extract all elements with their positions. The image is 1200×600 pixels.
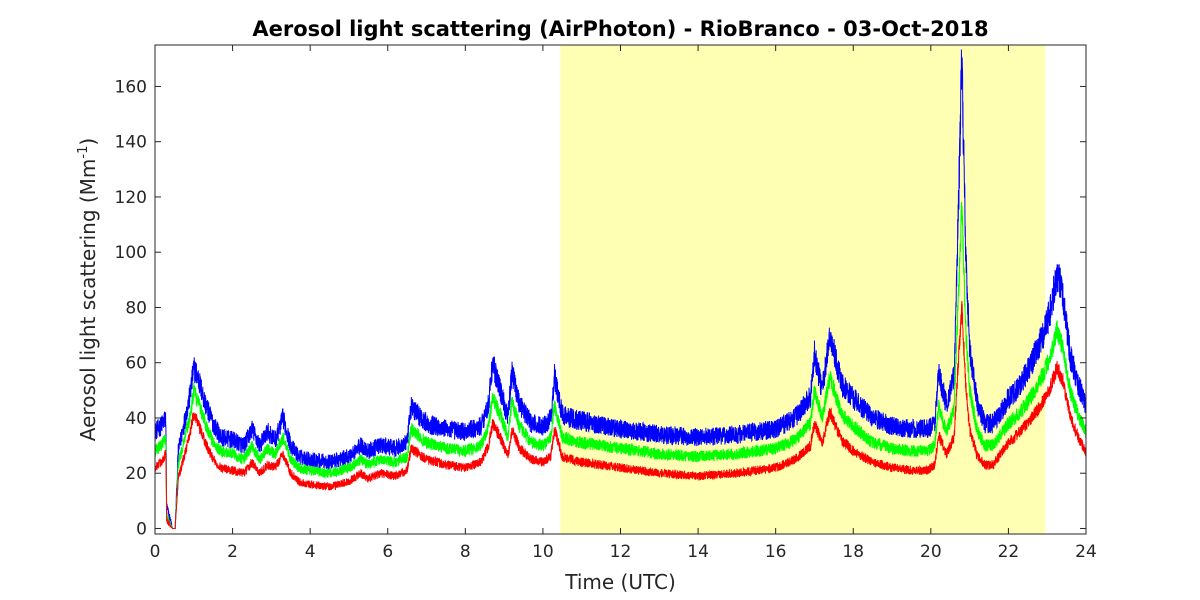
x-tick-label-22: 22 — [998, 542, 1020, 562]
y-tick-label-120: 120 — [115, 188, 147, 208]
highlight-band — [560, 45, 1046, 534]
x-tick-label-12: 12 — [610, 542, 632, 562]
y-axis-title: Aerosol light scattering (Mm-1) — [76, 138, 100, 441]
series-line-1 — [154, 49, 1087, 529]
x-tick-label-16: 16 — [765, 542, 787, 562]
x-tick-label-20: 20 — [920, 542, 942, 562]
x-tick-label-8: 8 — [460, 542, 471, 562]
y-tick-label-20: 20 — [125, 464, 147, 484]
x-tick-label-6: 6 — [382, 542, 393, 562]
x-tick-label-10: 10 — [532, 542, 554, 562]
y-axis-title-close: ) — [76, 138, 100, 146]
series-line-3 — [154, 300, 1087, 529]
ticks-layer: 0 2 4 6 8 10 12 14 16 18 20 22 240204060801001201401… — [115, 45, 1097, 562]
x-tick-label-14: 14 — [687, 542, 709, 562]
chart-title: Aerosol light scattering (AirPhoton) - R… — [252, 17, 988, 41]
series-layer — [154, 49, 1087, 529]
x-tick-label-4: 4 — [305, 542, 316, 562]
y-tick-label-160: 160 — [115, 77, 147, 97]
y-axis-title-main: Aerosol light scattering (Mm — [76, 159, 100, 442]
y-axis-title-superscript: -1 — [76, 146, 91, 159]
x-axis-title: Time (UTC) — [564, 570, 676, 594]
y-tick-label-80: 80 — [125, 298, 147, 318]
y-tick-label-140: 140 — [115, 133, 147, 153]
x-tick-label-18: 18 — [842, 542, 864, 562]
y-tick-label-60: 60 — [125, 354, 147, 374]
y-tick-label-40: 40 — [125, 409, 147, 429]
x-tick-label-0: 0 — [150, 542, 161, 562]
x-tick-label-24: 24 — [1075, 542, 1097, 562]
y-tick-label-100: 100 — [115, 243, 147, 263]
series-line-2 — [154, 201, 1087, 529]
y-tick-label-0: 0 — [136, 519, 147, 539]
x-tick-label-2: 2 — [227, 542, 238, 562]
